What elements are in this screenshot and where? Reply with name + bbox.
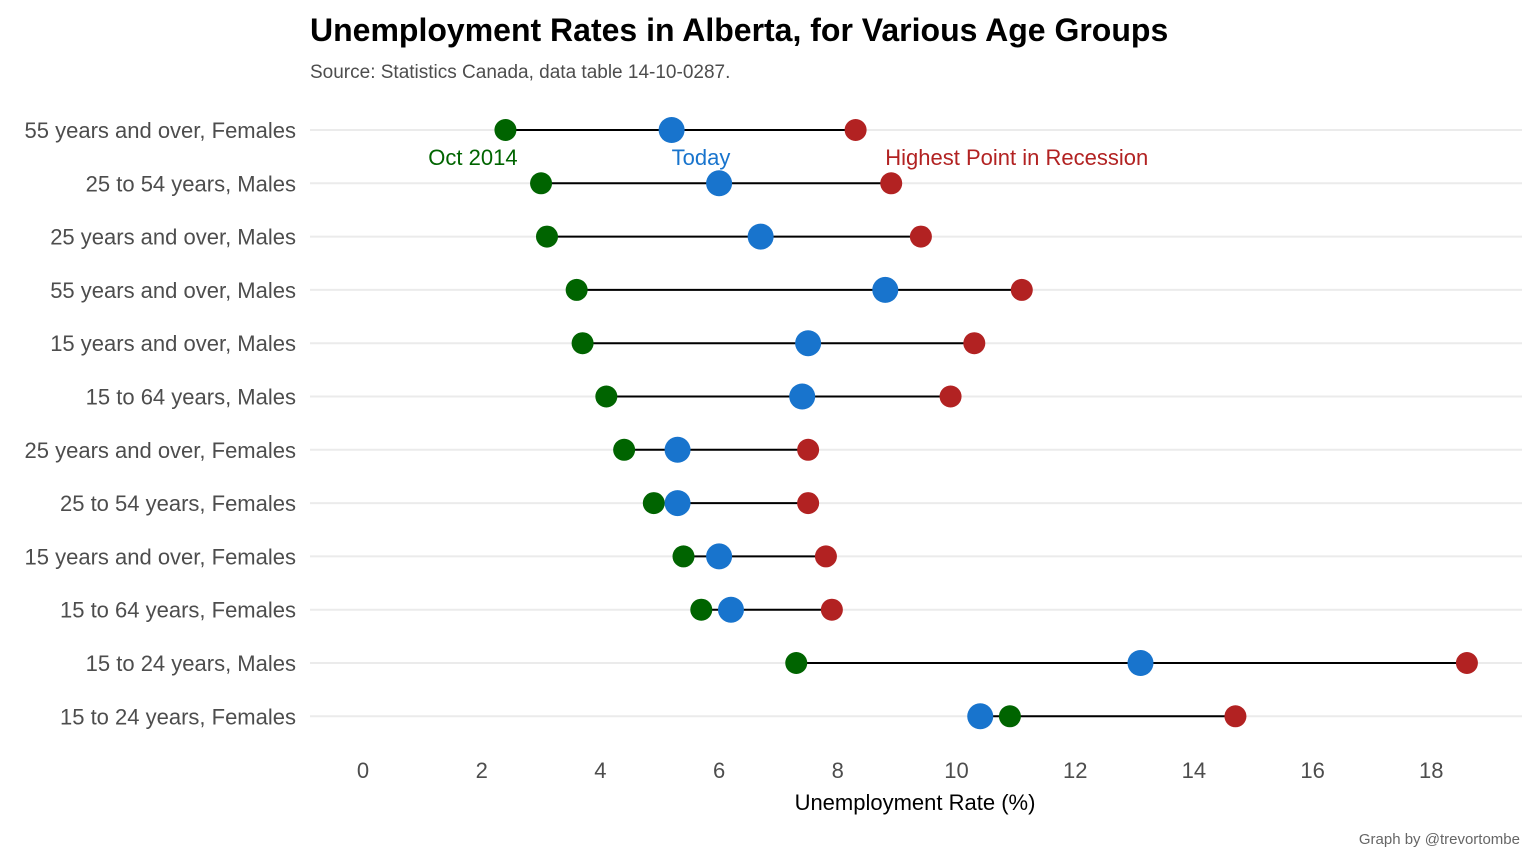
data-points xyxy=(494,117,1478,730)
data-point xyxy=(664,436,691,463)
data-point xyxy=(880,172,903,195)
chart-caption: Graph by @trevortombe xyxy=(1359,831,1520,848)
data-point xyxy=(565,278,588,301)
data-point xyxy=(785,652,808,674)
data-point xyxy=(690,598,713,621)
category-label: 15 to 64 years, Females xyxy=(60,598,296,623)
data-point xyxy=(814,545,837,568)
series-annotations: Oct 2014 Today Highest Point in Recession xyxy=(428,145,1148,170)
data-point xyxy=(844,119,867,141)
data-point xyxy=(530,172,553,195)
data-point xyxy=(1127,650,1154,676)
data-point xyxy=(535,225,558,248)
data-point xyxy=(797,438,820,461)
data-point xyxy=(998,705,1021,728)
x-tick-labels: 0 2 4 6 8 10 12 14 16 18 xyxy=(357,758,1444,783)
chart-title: Unemployment Rates in Alberta, for Vario… xyxy=(310,12,1168,48)
category-label: 25 years and over, Males xyxy=(50,225,296,250)
data-point xyxy=(1455,652,1478,674)
data-point xyxy=(706,170,733,197)
series-annotation: Today xyxy=(672,145,731,170)
x-axis-title: Unemployment Rate (%) xyxy=(795,790,1036,815)
category-label: 15 to 64 years, Males xyxy=(86,385,296,410)
category-label: 25 to 54 years, Females xyxy=(60,491,296,516)
chart-subtitle: Source: Statistics Canada, data table 14… xyxy=(310,62,730,83)
data-point xyxy=(571,332,594,355)
category-label: 15 years and over, Females xyxy=(25,544,296,569)
series-annotation: Highest Point in Recession xyxy=(885,145,1148,170)
category-label: 25 years and over, Females xyxy=(25,438,296,463)
category-label: 25 to 54 years, Males xyxy=(86,171,296,196)
data-point xyxy=(672,545,695,568)
x-tick-label: 18 xyxy=(1419,758,1443,783)
data-point xyxy=(1010,278,1033,301)
gridlines xyxy=(310,129,1522,718)
data-point xyxy=(706,543,733,570)
data-point xyxy=(820,598,843,621)
data-point xyxy=(664,490,691,517)
data-point xyxy=(717,596,744,623)
data-point xyxy=(797,492,820,515)
data-point xyxy=(967,703,994,730)
category-label: 15 to 24 years, Males xyxy=(86,651,296,676)
x-tick-label: 10 xyxy=(944,758,968,783)
range-lines xyxy=(505,129,1467,718)
data-point xyxy=(963,332,986,355)
series-annotation: Oct 2014 xyxy=(428,145,517,170)
category-label: 55 years and over, Males xyxy=(50,278,296,303)
data-point xyxy=(872,276,899,303)
data-point xyxy=(1224,705,1247,728)
data-point xyxy=(795,330,822,357)
data-point xyxy=(494,119,517,141)
data-point xyxy=(789,383,816,410)
x-tick-label: 2 xyxy=(476,758,488,783)
x-tick-label: 14 xyxy=(1182,758,1206,783)
x-tick-label: 16 xyxy=(1300,758,1324,783)
x-tick-label: 4 xyxy=(594,758,606,783)
data-point xyxy=(747,223,774,250)
category-label: 15 years and over, Males xyxy=(50,331,296,356)
x-tick-label: 8 xyxy=(832,758,844,783)
data-point xyxy=(613,438,636,461)
category-label: 15 to 24 years, Females xyxy=(60,704,296,729)
x-tick-label: 12 xyxy=(1063,758,1087,783)
data-point xyxy=(658,117,685,143)
x-tick-label: 0 xyxy=(357,758,369,783)
x-tick-label: 6 xyxy=(713,758,725,783)
category-label: 55 years and over, Females xyxy=(25,118,296,143)
data-point xyxy=(595,385,618,408)
data-point xyxy=(642,492,665,515)
category-labels: 55 years and over, Females 25 to 54 years… xyxy=(25,118,296,729)
data-point xyxy=(909,225,932,248)
data-point xyxy=(939,385,962,408)
